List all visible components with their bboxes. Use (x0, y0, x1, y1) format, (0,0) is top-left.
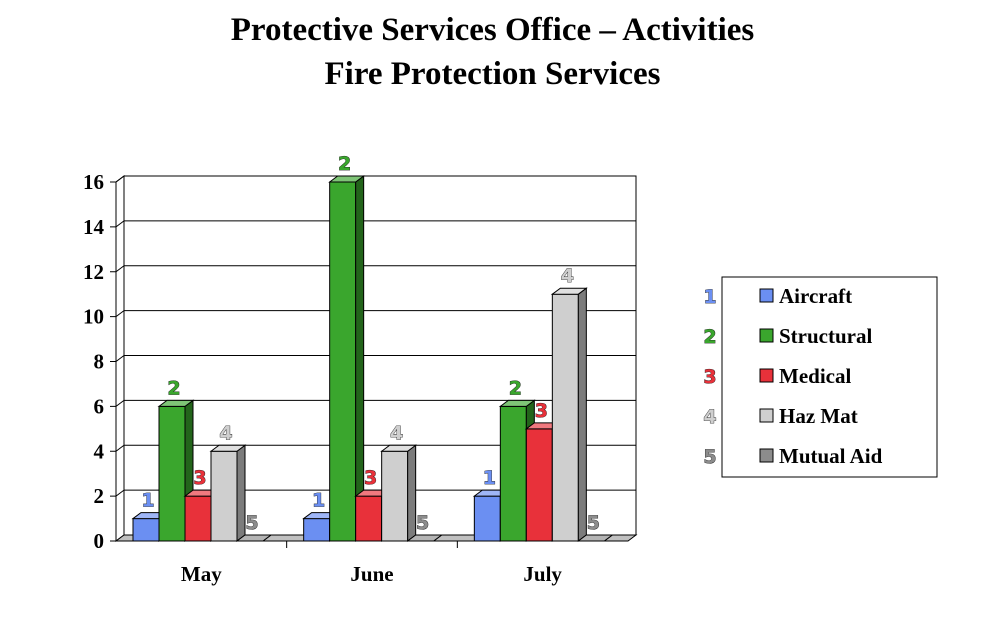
bar-mutual-aid-june-top (406, 534, 444, 542)
gridline-diag (115, 310, 125, 318)
y-tick-label: 16 (83, 170, 104, 194)
bar-haz-mat-july (551, 293, 579, 542)
bar-haz-mat-june (381, 450, 409, 542)
data-label-mutual-aid-july: 5 (587, 512, 600, 534)
bar-structural-july (499, 405, 527, 542)
legend-number-haz-mat: 4 (703, 406, 716, 428)
bar-aircraft-july (473, 495, 501, 542)
bar-haz-mat-june-side (407, 444, 417, 542)
chart-title-line-1: Protective Services Office – Activities (230, 12, 755, 48)
legend-label-medical: Medical (779, 364, 851, 388)
bar-structural-may (158, 405, 186, 542)
data-label-structural-may: 2 (167, 377, 180, 399)
legend-number-structural: 2 (703, 326, 716, 348)
gridline-diag (115, 355, 125, 362)
data-label-mutual-aid-june: 5 (416, 512, 429, 534)
bar-mutual-aid-may-top (235, 534, 273, 542)
bar-medical-may (184, 495, 212, 542)
chart-title: Protective Services Office – Activities … (0, 8, 985, 96)
legend-swatch-mutual-aid (759, 448, 774, 463)
data-label-haz-mat-july: 4 (561, 265, 574, 287)
bar-structural-may-top (157, 399, 195, 407)
bar-structural-june-top (328, 175, 366, 183)
y-tick-label: 6 (94, 394, 105, 418)
data-label-medical-july: 3 (535, 400, 548, 422)
bar-structural-june (329, 181, 357, 542)
x-tick-label-july: July (523, 562, 562, 586)
legend-label-haz-mat: Haz Mat (779, 404, 858, 428)
gridline-diag (115, 175, 125, 183)
bar-haz-mat-july-top (550, 287, 588, 295)
x-tick-label-may: May (181, 562, 222, 586)
legend-number-medical: 3 (703, 366, 716, 388)
y-tick-label: 2 (94, 484, 105, 508)
gridline-diag (115, 399, 125, 407)
bar-structural-july-top (498, 399, 536, 407)
data-label-mutual-aid-may: 5 (245, 512, 258, 534)
data-label-structural-june: 2 (338, 153, 351, 175)
legend-swatch-aircraft (759, 288, 774, 303)
y-tick-label: 10 (83, 305, 104, 329)
legend-label-structural: Structural (779, 324, 872, 348)
bar-structural-june-side (355, 175, 365, 542)
data-label-medical-may: 3 (193, 467, 206, 489)
gridline-diag (115, 265, 125, 273)
data-label-haz-mat-june: 4 (390, 422, 403, 444)
data-label-haz-mat-may: 4 (219, 422, 232, 444)
bar-medical-june (355, 495, 383, 542)
chart-title-line-2: Fire Protection Services (324, 56, 661, 92)
y-tick-label: 12 (83, 260, 104, 284)
y-tick-label: 0 (94, 529, 105, 553)
bar-medical-july (525, 428, 553, 542)
data-label-medical-june: 3 (364, 467, 377, 489)
y-tick-label: 8 (94, 350, 105, 374)
bar-haz-mat-may-top (209, 444, 247, 452)
data-label-structural-july: 2 (509, 377, 522, 399)
bar-haz-mat-july-side (577, 287, 587, 542)
y-tick-label: 14 (83, 215, 105, 239)
bar-haz-mat-may (210, 450, 238, 542)
data-label-aircraft-may: 1 (141, 490, 154, 512)
bar-haz-mat-june-top (380, 444, 418, 452)
legend-swatch-structural (759, 328, 774, 343)
legend-number-mutual-aid: 5 (703, 446, 716, 468)
bar-mutual-aid-july-top (576, 534, 614, 542)
legend-box (721, 276, 938, 478)
legend-label-mutual-aid: Mutual Aid (779, 444, 883, 468)
data-label-aircraft-july: 1 (483, 467, 496, 489)
legend-number-aircraft: 1 (703, 286, 716, 308)
bar-aircraft-may (132, 518, 160, 542)
bar-haz-mat-may-side (236, 444, 246, 542)
legend-swatch-medical (759, 368, 774, 383)
data-label-aircraft-june: 1 (312, 490, 325, 512)
gridline-diag (115, 444, 125, 452)
legend-swatch-haz-mat (759, 408, 774, 423)
gridline-diag (115, 489, 125, 497)
x-tick-label-june: June (350, 562, 393, 586)
bar-aircraft-june (303, 518, 331, 542)
legend-label-aircraft: Aircraft (779, 284, 852, 308)
y-tick-label: 4 (94, 439, 105, 463)
gridline-diag (115, 220, 125, 228)
